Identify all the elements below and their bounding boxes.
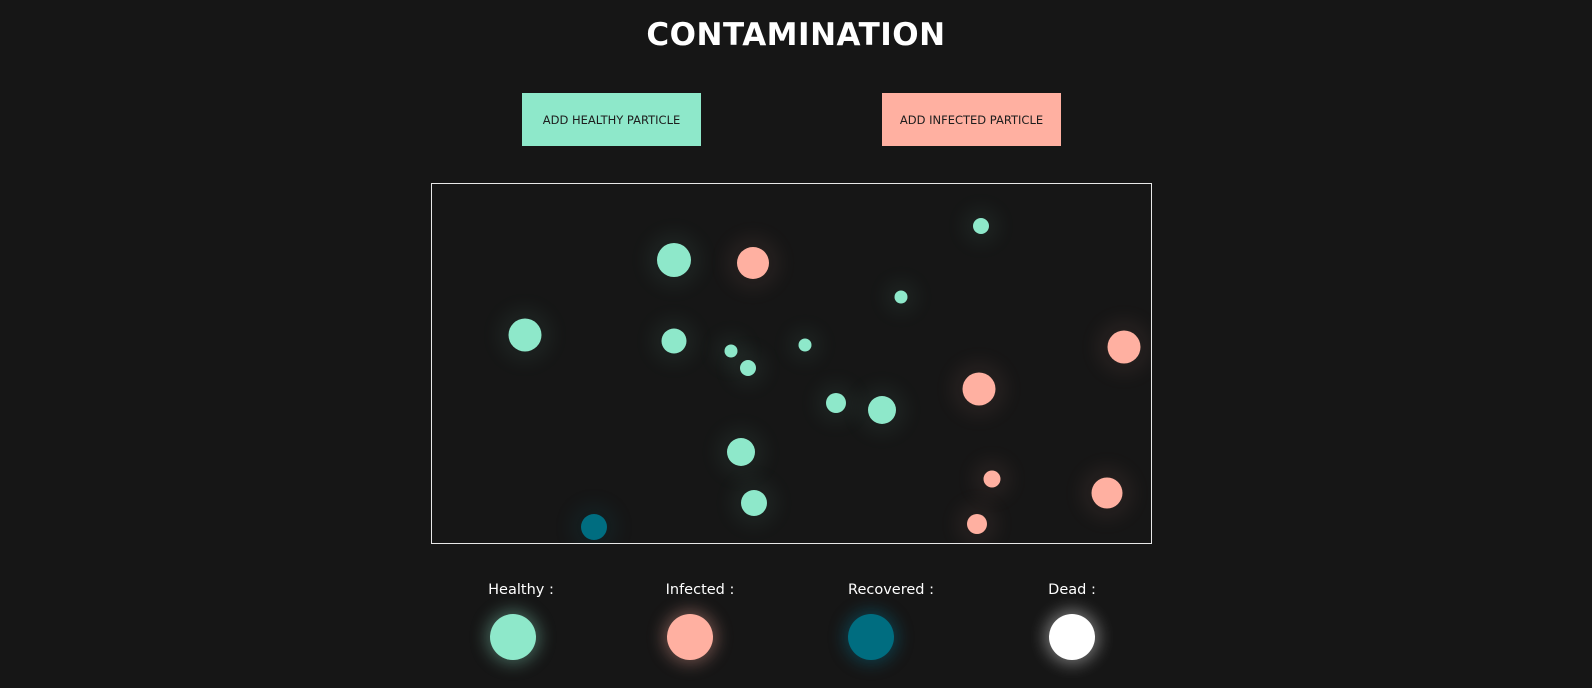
legend-healthy-label: Healthy : — [488, 582, 554, 598]
healthy-particle — [740, 360, 756, 376]
legend-recovered-label: Recovered : — [848, 582, 934, 598]
healthy-particle — [868, 396, 896, 424]
dead-swatch-icon — [1049, 614, 1095, 660]
legend-healthy: Healthy : — [451, 578, 591, 688]
healthy-particle — [508, 318, 542, 352]
healthy-particle — [798, 338, 812, 352]
healthy-swatch-icon — [490, 614, 536, 660]
legend-infected: Infected : — [630, 578, 770, 688]
add-healthy-particle-button[interactable]: ADD HEALTHY PARTICLE — [522, 93, 701, 146]
healthy-particle — [724, 344, 738, 358]
healthy-particle — [741, 490, 767, 516]
infected-swatch-icon — [667, 614, 713, 660]
healthy-particle — [657, 243, 691, 277]
healthy-particle — [727, 438, 755, 466]
infected-particle — [1107, 330, 1141, 364]
recovered-swatch-icon — [848, 614, 894, 660]
healthy-particle — [973, 218, 989, 234]
recovered-particle — [581, 514, 607, 540]
legend-dead-label: Dead : — [1048, 582, 1096, 598]
infected-particle — [1091, 477, 1123, 509]
infected-particle — [962, 372, 996, 406]
infected-particle — [983, 470, 1001, 488]
simulation-canvas — [431, 183, 1152, 544]
healthy-particle — [826, 393, 846, 413]
healthy-particle — [661, 328, 687, 354]
healthy-particle — [894, 290, 908, 304]
legend-dead: Dead : — [1002, 578, 1142, 688]
legend-recovered: Recovered : — [821, 578, 961, 688]
legend-infected-label: Infected : — [665, 582, 735, 598]
add-infected-particle-button[interactable]: ADD INFECTED PARTICLE — [882, 93, 1061, 146]
infected-particle — [967, 514, 987, 534]
infected-particle — [737, 247, 769, 279]
page-title: CONTAMINATION — [646, 17, 946, 53]
